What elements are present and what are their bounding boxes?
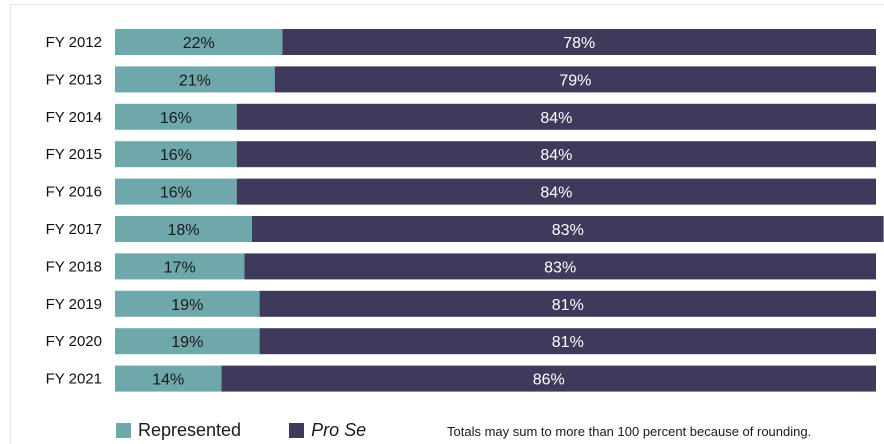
data-label-pro-se-fy-2012: 78%: [563, 35, 595, 52]
category-label-fy-2020: FY 2020: [46, 333, 102, 350]
stacked-bar-chart: FY 2012 22% 78% FY 2013 21% 79% FY 2014 16% 84% F…: [46, 29, 884, 392]
data-label-represented-fy-2020: 19%: [171, 334, 203, 351]
legend-label-prose: Pro Se: [311, 419, 367, 440]
bar-pro-se-fy-2020: [259, 328, 877, 355]
legend-item-represented: Represented: [116, 420, 241, 441]
data-label-represented-fy-2019: 19%: [171, 297, 203, 314]
data-label-represented-fy-2014: 16%: [160, 110, 192, 127]
category-label-fy-2017: FY 2017: [46, 221, 102, 238]
bar-represented-fy-2018: [115, 253, 245, 280]
bar-pro-se-fy-2019: [259, 290, 877, 317]
bar-represented-fy-2014: [115, 103, 237, 130]
bar-represented-fy-2020: [115, 328, 260, 355]
legend-item-prose: Pro Se: [289, 420, 366, 441]
data-label-pro-se-fy-2013: 79%: [559, 72, 591, 89]
bar-represented-fy-2015: [115, 141, 237, 168]
data-label-pro-se-fy-2021: 86%: [533, 372, 565, 389]
data-label-represented-fy-2018: 17%: [164, 259, 196, 276]
bar-represented-fy-2013: [115, 66, 275, 93]
legend-label-represented: Represented: [138, 419, 242, 440]
data-label-pro-se-fy-2016: 84%: [540, 185, 572, 202]
data-label-pro-se-fy-2014: 84%: [540, 110, 572, 127]
bar-pro-se-fy-2015: [236, 141, 876, 168]
chart-legend: Represented Pro Se: [116, 420, 876, 440]
chart-footnote: Totals may sum to more than 100 percent …: [447, 424, 812, 439]
bar-pro-se-fy-2021: [221, 365, 877, 392]
bar-pro-se-fy-2013: [274, 66, 876, 93]
data-label-represented-fy-2012: 22%: [183, 35, 215, 52]
bar-pro-se-fy-2018: [244, 253, 876, 280]
bar-represented-fy-2012: [115, 29, 283, 55]
bar-represented-fy-2017: [115, 216, 252, 242]
bar-represented-fy-2016: [115, 178, 237, 205]
data-label-represented-fy-2015: 16%: [160, 147, 192, 164]
category-label-fy-2014: FY 2014: [46, 109, 102, 126]
bar-represented-fy-2021: [115, 365, 222, 392]
data-label-represented-fy-2016: 16%: [160, 185, 192, 202]
legend-swatch-prose: [289, 422, 305, 438]
data-label-pro-se-fy-2020: 81%: [552, 334, 584, 351]
bar-pro-se-fy-2012: [282, 29, 876, 55]
data-label-represented-fy-2021: 14%: [152, 372, 184, 389]
bar-pro-se-fy-2017: [251, 216, 884, 242]
legend-swatch-represented: [116, 422, 131, 438]
category-label-fy-2012: FY 2012: [46, 34, 102, 51]
category-label-fy-2016: FY 2016: [46, 184, 102, 201]
category-label-fy-2013: FY 2013: [46, 71, 102, 88]
category-label-fy-2021: FY 2021: [46, 371, 102, 388]
bar-represented-fy-2019: [115, 290, 260, 317]
data-label-pro-se-fy-2019: 81%: [552, 297, 584, 314]
bar-pro-se-fy-2016: [236, 178, 876, 205]
category-label-fy-2018: FY 2018: [46, 258, 102, 275]
bar-pro-se-fy-2014: [236, 103, 876, 130]
data-label-pro-se-fy-2017: 83%: [552, 222, 584, 239]
data-label-represented-fy-2017: 18%: [167, 222, 199, 239]
chart-frame: [10, 4, 884, 444]
data-label-pro-se-fy-2015: 84%: [540, 147, 572, 164]
data-label-represented-fy-2013: 21%: [179, 72, 211, 89]
category-label-fy-2019: FY 2019: [46, 296, 102, 313]
data-label-pro-se-fy-2018: 83%: [544, 259, 576, 276]
category-label-fy-2015: FY 2015: [46, 146, 102, 163]
